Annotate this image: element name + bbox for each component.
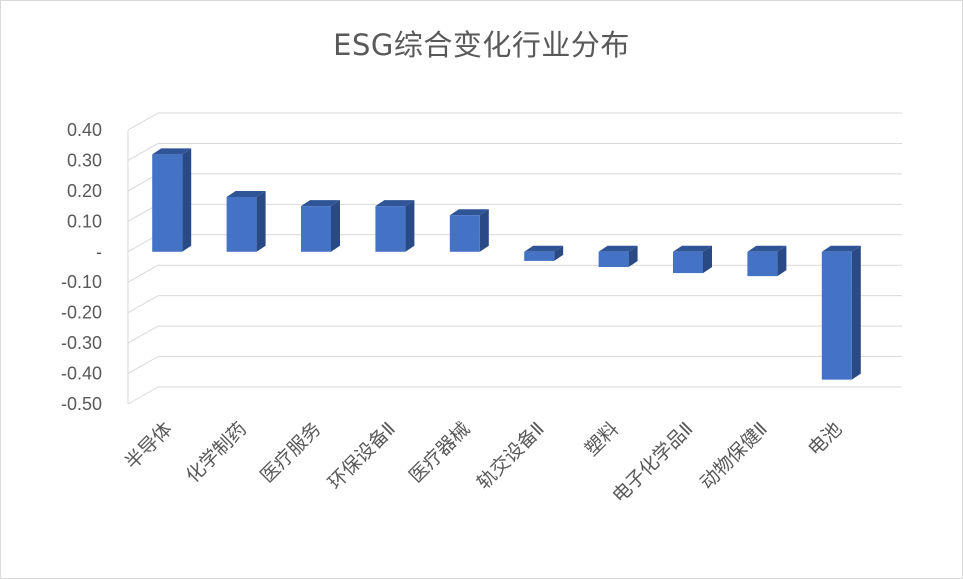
y-tick-label: 0.20 (67, 181, 102, 201)
bar-side-face (405, 200, 415, 252)
bar (449, 209, 489, 252)
bar-front-face (375, 206, 406, 252)
bar-side-face (703, 245, 712, 274)
bar-front-face (449, 215, 480, 252)
bar-front-face (524, 251, 555, 261)
gridline-diagonal (127, 325, 159, 344)
bar-side-face (851, 245, 861, 380)
y-tick-label: 0.40 (67, 120, 102, 140)
bar (673, 245, 712, 274)
y-tick-label: 0.10 (67, 211, 102, 231)
bar-front-face (598, 251, 629, 267)
bar-side-face (331, 200, 340, 252)
bar (375, 200, 415, 252)
bar-side-face (256, 190, 266, 252)
x-tick-label: 电子化学品Ⅱ (608, 418, 697, 507)
x-tick-label: 电池 (804, 418, 846, 460)
bar-side-face (182, 148, 192, 252)
chart-title: ESG综合变化行业分布 (333, 28, 630, 62)
bar-top-face (301, 200, 340, 207)
gridline-diagonal (127, 264, 159, 283)
gridline-diagonal (127, 356, 159, 374)
x-tick-label: 医疗器械 (405, 418, 474, 487)
bar-top-face (673, 245, 712, 252)
bar (821, 245, 861, 380)
bar-front-face (821, 251, 852, 380)
bar (226, 190, 266, 252)
y-tick-label: -0.30 (61, 333, 102, 353)
y-tick-label: -0.10 (61, 272, 102, 292)
y-tick-label: -0.20 (61, 303, 102, 323)
x-tick-label: 环保设备Ⅱ (324, 418, 400, 494)
x-tick-label: 动物保健Ⅱ (696, 418, 772, 494)
bar (747, 245, 787, 277)
bar-top-face (598, 245, 638, 252)
bar-front-face (673, 251, 703, 274)
bar (524, 245, 564, 261)
bar-side-face (479, 209, 489, 252)
bar-top-face (821, 245, 861, 252)
x-tick-label: 半导体 (121, 418, 177, 474)
bar-top-face (524, 245, 564, 252)
bar-front-face (747, 251, 778, 277)
bar-top-face (152, 148, 192, 155)
bar-top-face (226, 190, 266, 197)
gridline-diagonal (127, 143, 159, 161)
bar-top-face (449, 209, 489, 216)
bar-side-face (554, 245, 564, 261)
y-tick-label: -0.40 (61, 364, 102, 384)
y-tick-label: - (96, 242, 102, 262)
y-tick-label: 0.30 (67, 150, 102, 170)
bar-side-face (628, 245, 638, 267)
gridline-diagonal (127, 295, 159, 314)
y-tick-label: -0.50 (61, 394, 102, 414)
bar-front-face (226, 196, 257, 252)
x-tick-label: 医疗服务 (256, 418, 325, 487)
x-tick-label: 化学制药 (182, 418, 251, 487)
bar-side-face (777, 245, 787, 277)
x-tick-label: 轨交设备Ⅱ (473, 418, 549, 494)
bar (598, 245, 638, 267)
bar-top-face (375, 200, 415, 207)
bar (152, 148, 192, 252)
bar-top-face (747, 245, 787, 252)
bar-front-face (152, 154, 183, 252)
gridline-diagonal (127, 112, 159, 131)
x-tick-label: 塑料 (581, 418, 623, 460)
bar (301, 200, 340, 252)
bar-front-face (301, 206, 331, 252)
gridline-diagonal (127, 386, 159, 405)
